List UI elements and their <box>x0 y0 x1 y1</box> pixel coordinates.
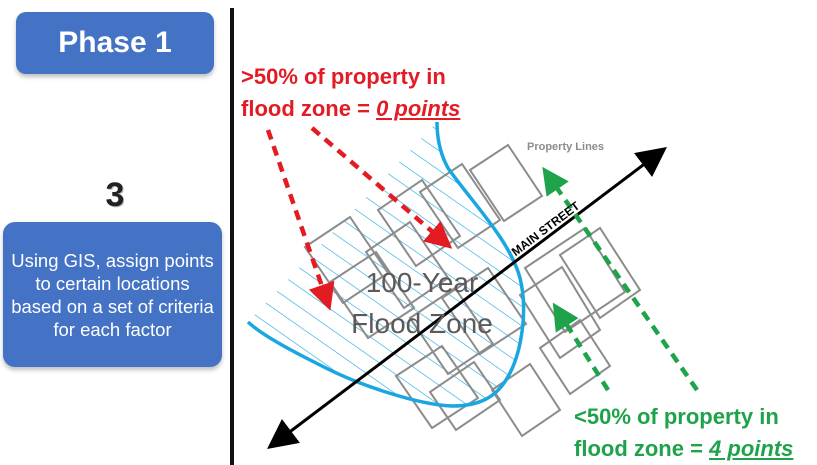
vertical-divider <box>230 8 234 465</box>
step-description: Using GIS, assign points to certain loca… <box>11 249 214 340</box>
green-annotation: <50% of property in flood zone = 4 point… <box>574 401 793 465</box>
red-annotation: >50% of property in flood zone = 0 point… <box>241 61 460 125</box>
parcel <box>558 226 642 320</box>
main-street-line <box>267 146 667 450</box>
green-arrow <box>552 302 610 392</box>
red-annotation-line2: flood zone = 0 points <box>241 93 460 125</box>
main-street-label: MAIN STREET <box>509 198 583 259</box>
green-annotation-points: 4 points <box>709 436 794 461</box>
property-lines-label: Property Lines <box>527 141 604 153</box>
green-annotation-line2: flood zone = 4 points <box>574 433 793 465</box>
green-arrow <box>542 166 699 392</box>
step-number: 3 <box>105 176 125 214</box>
green-annotation-line1: <50% of property in <box>574 404 779 429</box>
phase-title: Phase 1 <box>58 26 172 59</box>
flood-zone-label-line1: 100-Year <box>366 267 479 298</box>
phase-title-box: Phase 1 <box>16 12 214 74</box>
red-annotation-prefix: flood zone = <box>241 96 377 121</box>
red-arrow <box>310 126 453 249</box>
green-arrows <box>542 166 699 392</box>
step-description-box: Using GIS, assign points to certain loca… <box>3 222 222 367</box>
flood-zone-area <box>248 122 524 406</box>
red-arrows <box>265 126 453 311</box>
flood-zone-label-line2: Flood Zone <box>351 308 493 339</box>
red-annotation-line1: >50% of property in <box>241 64 446 89</box>
red-annotation-points: 0 points <box>376 96 461 121</box>
green-annotation-prefix: flood zone = <box>574 436 710 461</box>
red-arrow <box>265 129 335 311</box>
